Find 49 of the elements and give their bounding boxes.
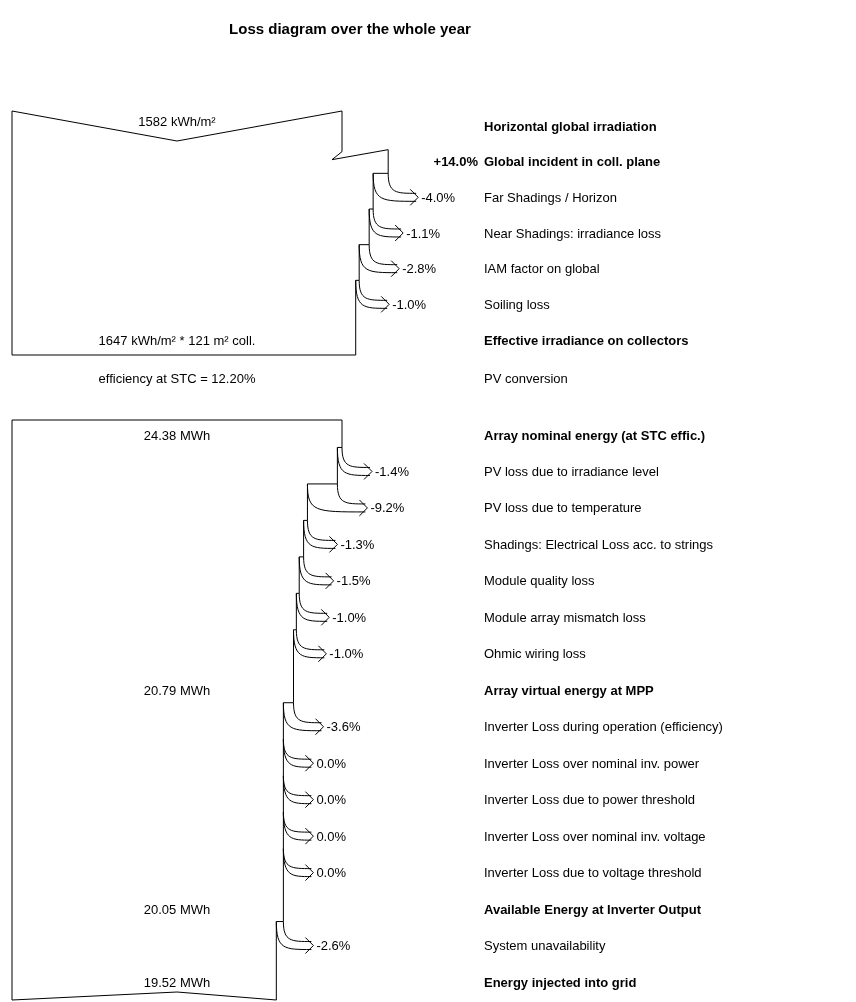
data-label: 0.0% — [316, 865, 347, 881]
category-label: Module array mismatch loss — [484, 609, 647, 625]
category-label: Inverter Loss due to voltage threshold — [484, 865, 702, 881]
category-label: System unavailability — [484, 938, 606, 954]
category-label: Array virtual energy at MPP — [484, 682, 655, 698]
text: Loss diagram over the whole year — [229, 19, 472, 37]
category-label: PV loss due to irradiance level — [484, 463, 659, 479]
text: efficiency at STC = 12.20% — [98, 370, 256, 386]
data-label: 0.0% — [316, 828, 347, 844]
data-label: -4.0% — [421, 189, 456, 205]
category-label: Module quality loss — [484, 573, 596, 589]
category-label: Near Shadings: irradiance loss — [484, 225, 662, 241]
category-label: Array nominal energy (at STC effic.) — [484, 427, 706, 443]
data-label: +14.0% — [433, 154, 479, 170]
category-label: Effective irradiance on collectors — [484, 332, 689, 348]
category-label: PV loss due to temperature — [484, 500, 642, 516]
data-label: 1647 kWh/m² * 121 m² coll. — [98, 332, 256, 348]
data-label: -1.3% — [340, 536, 375, 552]
data-label: -1.4% — [375, 463, 410, 479]
text: PV conversion — [484, 370, 568, 386]
category-label: Inverter Loss over nominal inv. power — [484, 755, 700, 771]
category-label: Inverter Loss due to power threshold — [484, 792, 696, 808]
data-label: 20.79 MWh — [143, 682, 211, 698]
category-label: Far Shadings / Horizon — [484, 189, 617, 205]
data-label: -1.1% — [406, 225, 441, 241]
data-label: -1.0% — [392, 296, 427, 312]
category-label: Energy injected into grid — [484, 974, 637, 990]
data-label: -2.6% — [316, 938, 351, 954]
data-label: 1582 kWh/m² — [138, 113, 217, 129]
category-label: Horizontal global irradiation — [484, 118, 657, 134]
data-label: -1.0% — [329, 646, 364, 662]
category-label: Ohmic wiring loss — [484, 646, 587, 662]
category-label: Inverter Loss during operation (efficiency) — [484, 719, 723, 735]
data-label: 0.0% — [316, 755, 347, 771]
data-label: 19.52 MWh — [143, 974, 211, 990]
data-label: -9.2% — [370, 500, 405, 516]
category-label: Soiling loss — [484, 296, 551, 312]
category-label: Available Energy at Inverter Output — [484, 901, 702, 917]
data-label: 20.05 MWh — [143, 901, 211, 917]
data-label: -2.8% — [402, 261, 437, 277]
data-label: -3.6% — [326, 719, 361, 735]
data-label: -1.0% — [332, 609, 367, 625]
data-label: 0.0% — [316, 792, 347, 808]
category-label: IAM factor on global — [484, 261, 600, 277]
data-label: 24.38 MWh — [143, 427, 211, 443]
category-label: Shadings: Electrical Loss acc. to strings — [484, 536, 714, 552]
category-label: Inverter Loss over nominal inv. voltage — [484, 828, 706, 844]
data-label: -1.5% — [336, 573, 372, 589]
category-label: Global incident in coll. plane — [484, 154, 661, 170]
